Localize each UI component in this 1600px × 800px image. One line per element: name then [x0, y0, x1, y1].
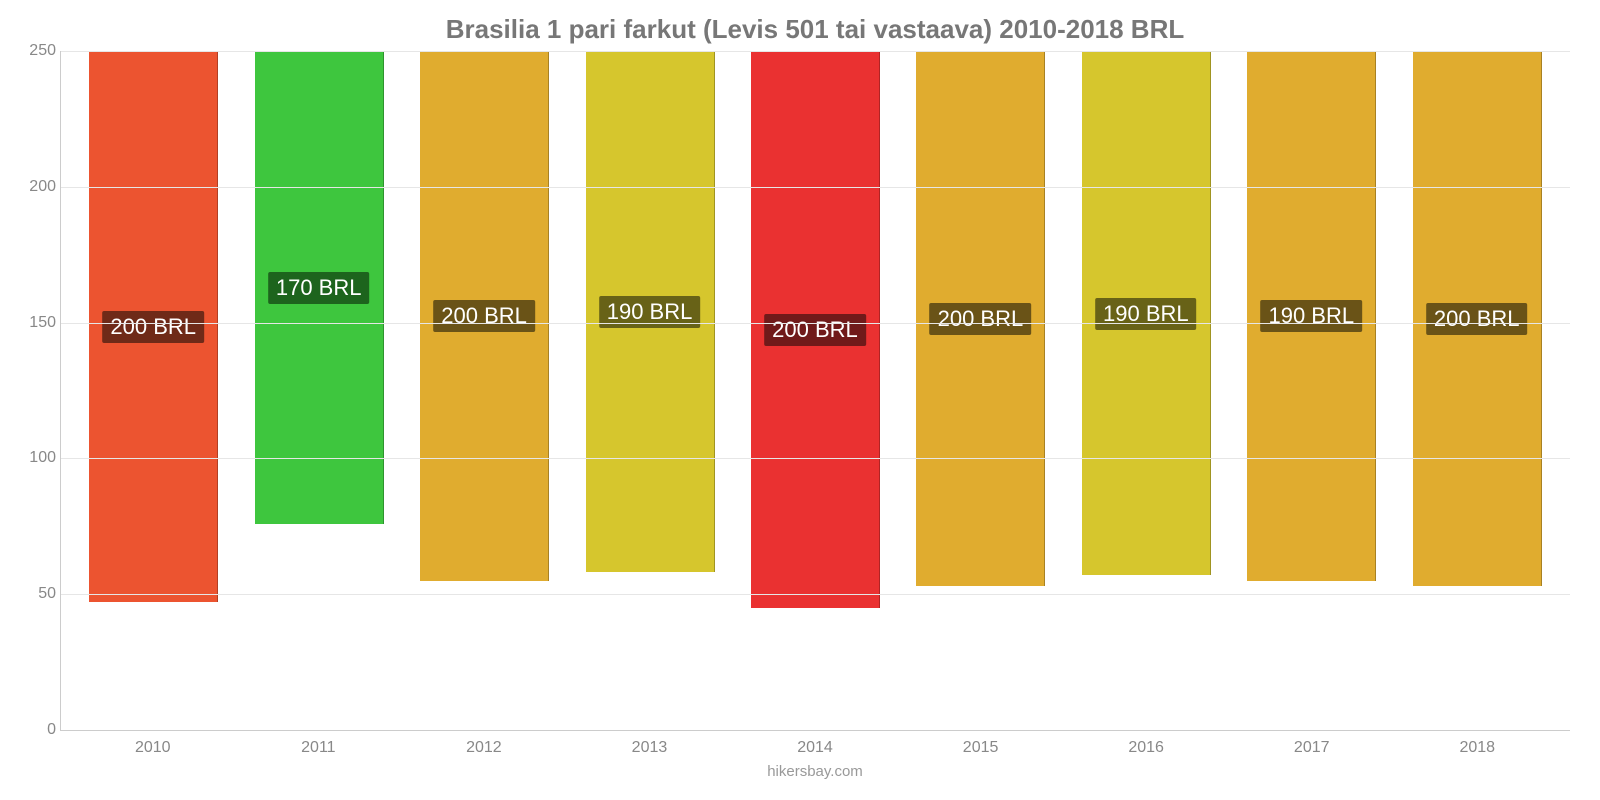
plot-area: 200 BRL 170 BRL 200 BRL 190 BRL 200 BRL 200 B…: [60, 51, 1570, 731]
x-tick-label: 2017: [1229, 739, 1395, 757]
bar-value-label: 200 BRL: [433, 300, 535, 332]
y-tick-label: 200: [16, 178, 56, 196]
y-tick-label: 50: [16, 585, 56, 603]
y-tick-label: 0: [16, 721, 56, 739]
bar: 170 BRL: [255, 51, 384, 524]
bar-slot: 170 BRL: [236, 51, 401, 730]
bar-slot: 200 BRL: [71, 51, 236, 730]
x-tick-label: 2011: [236, 739, 402, 757]
bar-value-label: 190 BRL: [1260, 300, 1362, 332]
x-tick-label: 2010: [70, 739, 236, 757]
bar: 190 BRL: [1082, 51, 1211, 575]
bar-slot: 200 BRL: [1395, 51, 1560, 730]
bar-slot: 200 BRL: [733, 51, 898, 730]
x-tick-label: 2015: [898, 739, 1064, 757]
bar: 200 BRL: [916, 51, 1045, 586]
gridline: [61, 323, 1570, 324]
chart-title: Brasilia 1 pari farkut (Levis 501 tai va…: [60, 14, 1570, 45]
bar-value-label: 200 BRL: [102, 311, 204, 343]
x-tick-label: 2013: [567, 739, 733, 757]
y-tick-label: 250: [16, 42, 56, 60]
bar: 200 BRL: [420, 51, 549, 581]
gridline: [61, 458, 1570, 459]
bar-value-label: 200 BRL: [1426, 303, 1528, 335]
gridline: [61, 51, 1570, 52]
bar-slot: 190 BRL: [1064, 51, 1229, 730]
bars-group: 200 BRL 170 BRL 200 BRL 190 BRL 200 BRL 200 B…: [61, 51, 1570, 730]
bar: 190 BRL: [1247, 51, 1376, 581]
x-tick-label: 2016: [1063, 739, 1229, 757]
bar-value-label: 170 BRL: [268, 272, 370, 304]
chart-container: Brasilia 1 pari farkut (Levis 501 tai va…: [0, 0, 1600, 800]
x-tick-label: 2014: [732, 739, 898, 757]
bar-slot: 200 BRL: [898, 51, 1063, 730]
bar-value-label: 200 BRL: [930, 303, 1032, 335]
bar-slot: 190 BRL: [567, 51, 732, 730]
bar: 200 BRL: [751, 51, 880, 608]
y-tick-label: 100: [16, 449, 56, 467]
bar-value-label: 200 BRL: [764, 314, 866, 346]
gridline: [61, 187, 1570, 188]
credit-text: hikersbay.com: [60, 763, 1570, 780]
bar: 190 BRL: [586, 51, 715, 572]
bar: 200 BRL: [89, 51, 218, 602]
bar: 200 BRL: [1413, 51, 1542, 586]
bar-slot: 200 BRL: [402, 51, 567, 730]
x-tick-label: 2012: [401, 739, 567, 757]
x-axis: 201020112012201320142015201620172018: [60, 731, 1570, 757]
x-tick-label: 2018: [1395, 739, 1561, 757]
y-tick-label: 150: [16, 314, 56, 332]
bar-value-label: 190 BRL: [1095, 298, 1197, 330]
gridline: [61, 594, 1570, 595]
bar-slot: 190 BRL: [1229, 51, 1394, 730]
